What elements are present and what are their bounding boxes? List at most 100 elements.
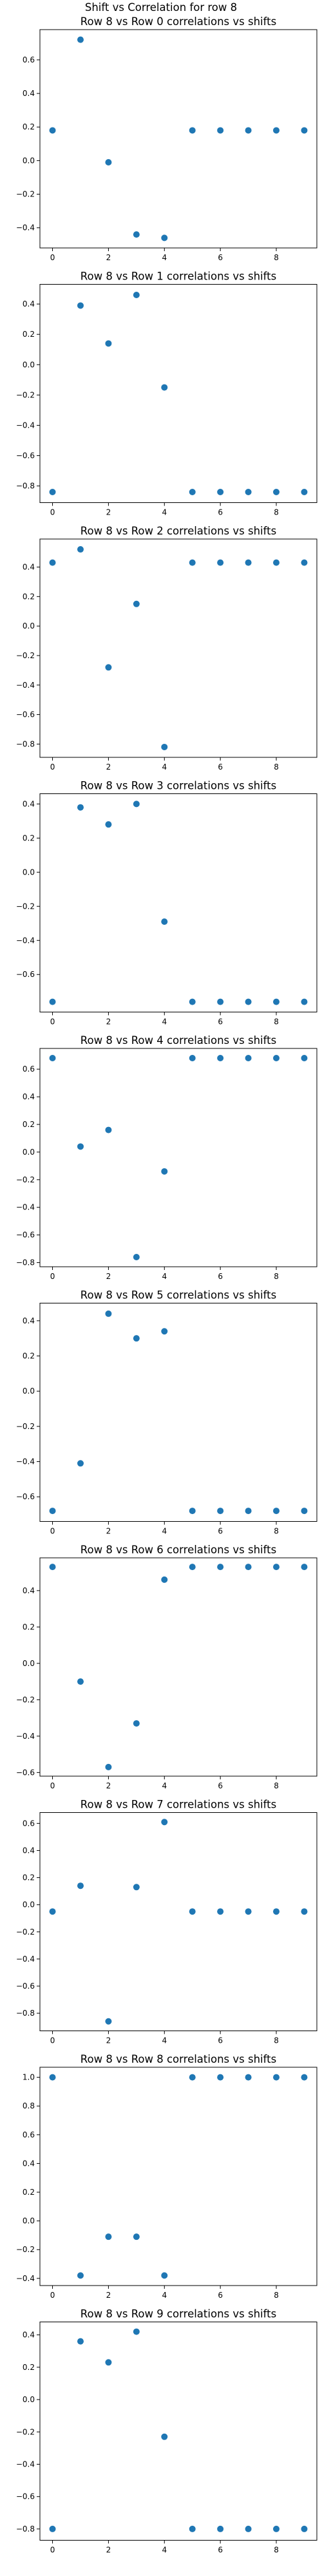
data-point-2-1 [77, 546, 84, 553]
x-tick-label-8-0: 0 [50, 2291, 55, 2300]
x-tick-label-7-6: 6 [218, 2036, 223, 2045]
y-tick-label-7-0: −0.8 [16, 2009, 35, 2018]
data-point-7-6 [217, 1908, 224, 1915]
data-point-1-6 [217, 489, 224, 496]
x-tick-label-0-0: 0 [50, 253, 55, 262]
chart-title-1: Row 8 vs Row 1 correlations vs shifts [80, 270, 276, 283]
data-point-7-5 [189, 1908, 196, 1915]
chart-title-4: Row 8 vs Row 4 correlations vs shifts [80, 1034, 276, 1046]
data-point-2-3 [133, 600, 140, 607]
axes-frame-1 [39, 284, 317, 503]
chart-title-6: Row 8 vs Row 6 correlations vs shifts [80, 1544, 276, 1556]
data-point-4-7 [245, 1055, 252, 1062]
data-point-6-2 [105, 1763, 112, 1770]
y-tick-label-5-5: 0.4 [23, 1316, 35, 1325]
x-tick-label-9-0: 0 [50, 2546, 55, 2555]
chart-title-2: Row 8 vs Row 2 correlations vs shifts [80, 525, 276, 537]
data-point-2-0 [49, 559, 56, 566]
y-tick-label-1-0: −0.8 [16, 482, 35, 491]
data-point-0-5 [189, 127, 196, 134]
y-tick-label-0-0: −0.4 [16, 223, 35, 232]
data-point-6-0 [49, 1564, 56, 1571]
y-tick-label-5-0: −0.6 [16, 1492, 35, 1501]
x-tick-label-3-4: 4 [162, 1018, 167, 1027]
x-tick-label-2-2: 2 [106, 762, 111, 772]
y-tick-label-6-1: −0.4 [16, 1732, 35, 1741]
data-point-8-7 [245, 2074, 252, 2081]
x-tick-label-0-8: 8 [274, 253, 279, 262]
data-point-8-9 [301, 2074, 308, 2081]
x-tick-label-7-4: 4 [162, 2036, 167, 2045]
data-point-5-6 [217, 1508, 224, 1515]
data-point-3-2 [105, 821, 112, 828]
y-tick-label-8-7: 1.0 [23, 2073, 35, 2082]
y-tick-label-4-5: 0.2 [23, 1120, 35, 1129]
x-tick-label-1-0: 0 [50, 508, 55, 517]
y-tick-label-7-6: 0.4 [23, 1846, 35, 1855]
data-point-5-2 [105, 1310, 112, 1317]
data-point-1-2 [105, 340, 112, 347]
x-tick-label-4-2: 2 [106, 1272, 111, 1281]
y-tick-label-6-5: 0.4 [23, 1586, 35, 1595]
data-point-3-9 [301, 998, 308, 1005]
data-point-8-2 [105, 2233, 112, 2240]
x-tick-label-6-2: 2 [106, 1781, 111, 1790]
data-point-4-5 [189, 1055, 196, 1062]
y-tick-label-7-2: −0.4 [16, 1955, 35, 1964]
data-point-4-6 [217, 1055, 224, 1062]
y-tick-label-4-4: 0.0 [23, 1148, 35, 1157]
x-tick-label-8-8: 8 [274, 2291, 279, 2300]
axes-frame-3 [39, 793, 317, 1012]
x-tick-label-4-4: 4 [162, 1272, 167, 1281]
y-tick-label-9-0: −0.8 [16, 2524, 35, 2533]
data-point-3-5 [189, 998, 196, 1005]
data-point-1-5 [189, 489, 196, 496]
data-point-0-6 [217, 127, 224, 134]
y-tick-label-7-7: 0.6 [23, 1819, 35, 1828]
data-point-9-4 [161, 2433, 168, 2440]
x-tick-label-8-6: 6 [218, 2291, 223, 2300]
data-point-4-0 [49, 1055, 56, 1062]
data-point-2-6 [217, 559, 224, 566]
data-point-6-9 [301, 1564, 308, 1571]
x-tick-label-8-4: 4 [162, 2291, 167, 2300]
data-point-7-7 [245, 1908, 252, 1915]
y-tick-label-4-6: 0.4 [23, 1092, 35, 1101]
x-tick-label-2-4: 4 [162, 762, 167, 772]
x-tick-label-7-8: 8 [274, 2036, 279, 2045]
x-tick-label-6-0: 0 [50, 1781, 55, 1790]
x-tick-label-5-0: 0 [50, 1527, 55, 1536]
x-tick-label-4-8: 8 [274, 1272, 279, 1281]
y-tick-label-5-4: 0.2 [23, 1352, 35, 1361]
y-tick-label-8-3: 0.2 [23, 2188, 35, 2197]
y-tick-label-1-1: −0.6 [16, 451, 35, 460]
data-point-1-7 [245, 489, 252, 496]
x-tick-label-9-8: 8 [274, 2546, 279, 2555]
data-point-9-9 [301, 2525, 308, 2532]
data-point-3-0 [49, 998, 56, 1005]
data-point-7-9 [301, 1908, 308, 1915]
data-point-9-1 [77, 2338, 84, 2345]
x-tick-label-2-0: 0 [50, 762, 55, 772]
x-tick-label-5-4: 4 [162, 1527, 167, 1536]
y-tick-label-2-6: 0.4 [23, 563, 35, 572]
data-point-7-4 [161, 1819, 168, 1826]
y-tick-label-1-2: −0.4 [16, 421, 35, 430]
axes-frame-6 [39, 1557, 317, 1777]
y-tick-label-4-1: −0.6 [16, 1231, 35, 1240]
data-point-4-3 [133, 1253, 140, 1260]
chart-title-3: Row 8 vs Row 3 correlations vs shifts [80, 780, 276, 792]
chart-title-9: Row 8 vs Row 9 correlations vs shifts [80, 2308, 276, 2320]
data-point-2-5 [189, 559, 196, 566]
x-tick-label-8-2: 2 [106, 2291, 111, 2300]
y-tick-label-3-4: 0.2 [23, 833, 35, 842]
y-tick-label-7-4: 0.0 [23, 1900, 35, 1909]
y-tick-label-9-2: −0.4 [16, 2459, 35, 2468]
x-tick-label-5-8: 8 [274, 1527, 279, 1536]
data-point-1-9 [301, 489, 308, 496]
data-point-2-4 [161, 743, 168, 750]
x-tick-label-4-6: 6 [218, 1272, 223, 1281]
x-tick-label-3-8: 8 [274, 1018, 279, 1027]
data-point-8-1 [77, 2272, 84, 2279]
x-tick-label-3-2: 2 [106, 1018, 111, 1027]
